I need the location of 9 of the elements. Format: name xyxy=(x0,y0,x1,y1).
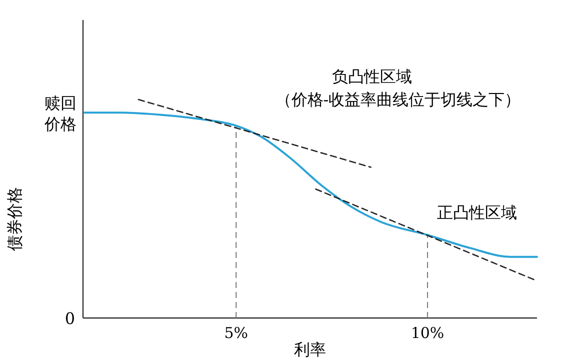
annotation: （价格-收益率曲线位于切线之下） xyxy=(275,90,521,109)
y-axis-title: 债券价格 xyxy=(5,187,24,251)
text: 0 xyxy=(64,309,75,328)
annotation: 赎回价格 xyxy=(44,94,77,134)
text: 负凸性区域 xyxy=(332,67,412,86)
annotation: 正凸性区域 xyxy=(437,203,517,222)
x-tick-label: 5% xyxy=(224,324,248,342)
x-axis-title: 利率 xyxy=(294,340,326,358)
x-tick-label: 10% xyxy=(410,324,444,342)
